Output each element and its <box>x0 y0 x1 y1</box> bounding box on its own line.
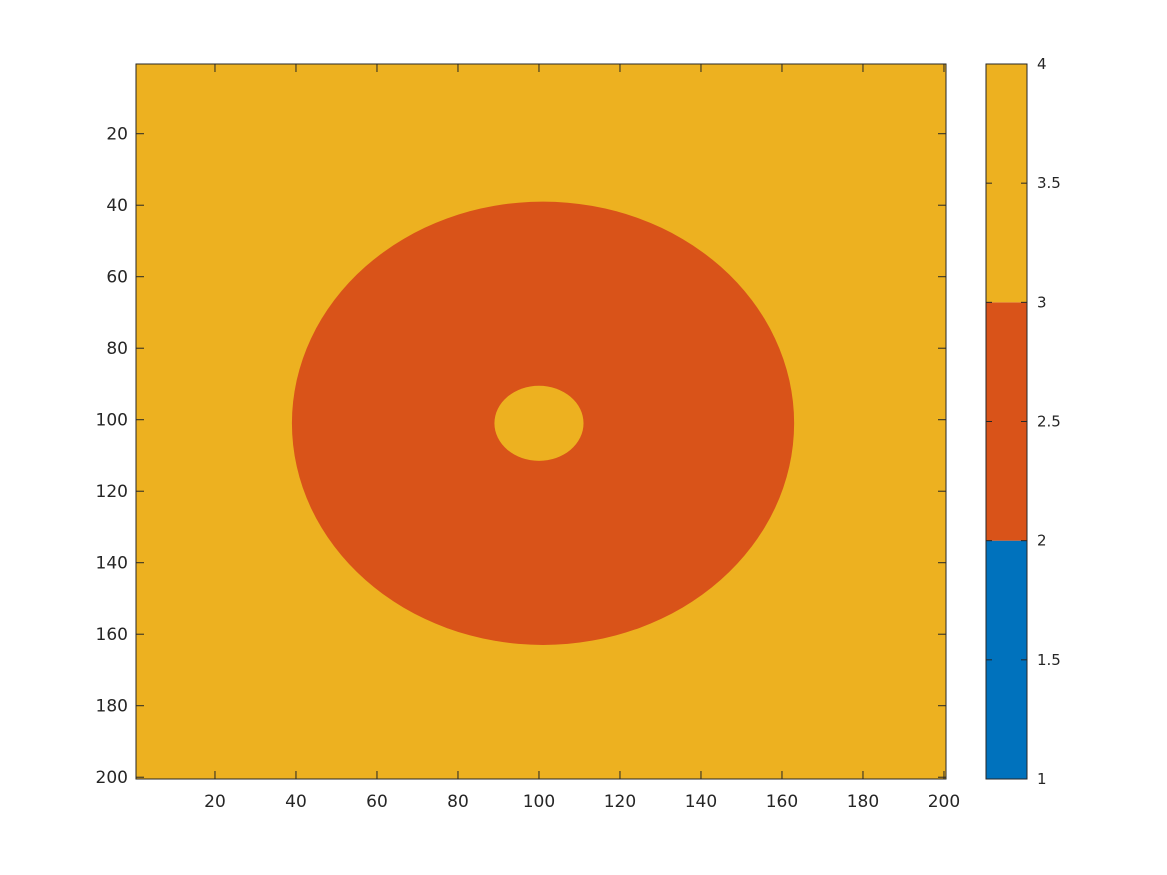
x-tick-label: 160 <box>766 792 798 812</box>
colorbar-tick-label: 1.5 <box>1037 651 1061 669</box>
colorbar: 1 1.5 2 2.5 3 3.5 4 <box>985 55 1061 788</box>
y-tick-label: 180 <box>96 697 128 717</box>
colorbar-tick-label: 2 <box>1037 532 1047 550</box>
x-tick-label: 120 <box>604 792 636 812</box>
heatmap-axes: 20 40 60 80 100 120 140 160 180 200 20 40 60 80 100 12… <box>96 63 960 812</box>
x-tick-label: 40 <box>285 792 307 812</box>
axes-box <box>135 63 947 780</box>
x-tick-label: 180 <box>847 792 879 812</box>
x-tick-label: 20 <box>204 792 226 812</box>
x-tick-label: 60 <box>366 792 388 812</box>
colorbar-tick-label: 2.5 <box>1037 413 1061 431</box>
y-tick-label: 120 <box>96 482 128 502</box>
x-tick-label: 200 <box>928 792 960 812</box>
colorbar-ticks: 1 1.5 2 2.5 3 3.5 4 <box>986 55 1061 788</box>
colorbar-bands <box>986 64 1027 779</box>
colorbar-tick-label: 3 <box>1037 293 1047 311</box>
x-axis-ticks: 20 40 60 80 100 120 140 160 180 200 <box>204 64 960 812</box>
x-tick-label: 100 <box>523 792 555 812</box>
y-tick-label: 200 <box>96 768 128 788</box>
colorbar-tick-label: 3.5 <box>1037 174 1061 192</box>
colorbar-band <box>986 302 1027 541</box>
y-tick-label: 160 <box>96 625 128 645</box>
colorbar-band <box>986 540 1027 779</box>
heatmap-image <box>136 64 946 779</box>
y-tick-label: 100 <box>96 411 128 431</box>
y-axis-ticks: 20 40 60 80 100 120 140 160 180 200 <box>96 125 946 788</box>
colorbar-band <box>986 64 1027 303</box>
y-tick-label: 80 <box>106 339 128 359</box>
y-tick-label: 140 <box>96 554 128 574</box>
colorbar-tick-label: 4 <box>1037 55 1047 73</box>
colorbar-tick-label: 1 <box>1037 770 1047 788</box>
x-tick-label: 140 <box>685 792 717 812</box>
y-tick-label: 40 <box>106 196 128 216</box>
y-tick-label: 60 <box>106 268 128 288</box>
x-tick-label: 80 <box>447 792 469 812</box>
heatmap-center-region <box>494 385 584 461</box>
y-tick-label: 20 <box>106 125 128 145</box>
